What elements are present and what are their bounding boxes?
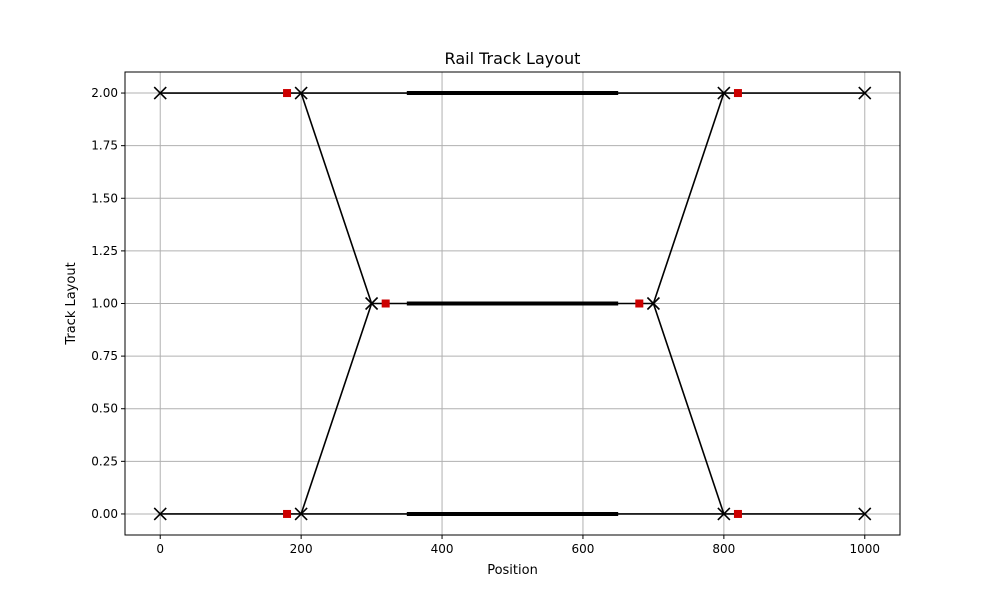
y-tick-label: 2.00 [91, 86, 118, 100]
x-tick-label: 400 [431, 542, 454, 556]
x-tick-label: 800 [712, 542, 735, 556]
node-marker [153, 86, 167, 100]
node-marker [858, 86, 872, 100]
node-marker [858, 507, 872, 521]
y-axis-label: Track Layout [64, 262, 79, 345]
x-tick-label: 200 [290, 542, 313, 556]
x-axis-label: Position [487, 563, 538, 578]
node-stroke [858, 507, 872, 521]
y-axis-ticks: 0.00 0.25 0.50 0.75 1.00 1.25 1.50 1.75 2.00 [91, 86, 125, 521]
chart-title: Rail Track Layout [445, 49, 581, 68]
node-marker [717, 507, 731, 521]
nodes [153, 86, 872, 521]
y-tick-label: 0.00 [91, 507, 118, 521]
x-axis-ticks: 0 200 400 600 800 1000 [156, 535, 880, 556]
y-tick-label: 1.50 [91, 191, 118, 205]
node-marker [294, 86, 308, 100]
node-stroke [717, 86, 731, 100]
node-stroke [153, 507, 167, 521]
signal-marker [283, 509, 292, 518]
grid [125, 72, 900, 535]
platforms [406, 91, 619, 516]
node-stroke [365, 296, 379, 311]
signal-marker [733, 89, 742, 98]
node-stroke [858, 86, 872, 100]
track-segment [652, 303, 725, 515]
track-segment [652, 92, 725, 304]
node-marker [646, 296, 660, 311]
signal-marker [635, 299, 644, 308]
y-tick-label: 1.75 [91, 139, 118, 153]
track-segment [300, 92, 373, 304]
node-stroke [294, 86, 308, 100]
node-stroke [646, 296, 660, 311]
node-stroke [153, 86, 167, 100]
y-tick-label: 0.75 [91, 349, 118, 363]
node-stroke [717, 507, 731, 521]
signal-marker [733, 509, 742, 518]
node-marker [365, 296, 379, 311]
y-tick-label: 0.50 [91, 402, 118, 416]
track-segment [300, 303, 373, 515]
x-tick-label: 600 [572, 542, 595, 556]
signal-marker [381, 299, 390, 308]
node-marker [294, 507, 308, 521]
node-marker [717, 86, 731, 100]
y-tick-label: 1.25 [91, 244, 118, 258]
signal-marker [283, 89, 292, 98]
node-marker [153, 507, 167, 521]
y-tick-label: 0.25 [91, 454, 118, 468]
y-tick-label: 1.00 [91, 297, 118, 311]
signals [283, 89, 742, 518]
x-tick-label: 0 [156, 542, 164, 556]
node-stroke [294, 507, 308, 521]
x-tick-label: 1000 [849, 542, 880, 556]
